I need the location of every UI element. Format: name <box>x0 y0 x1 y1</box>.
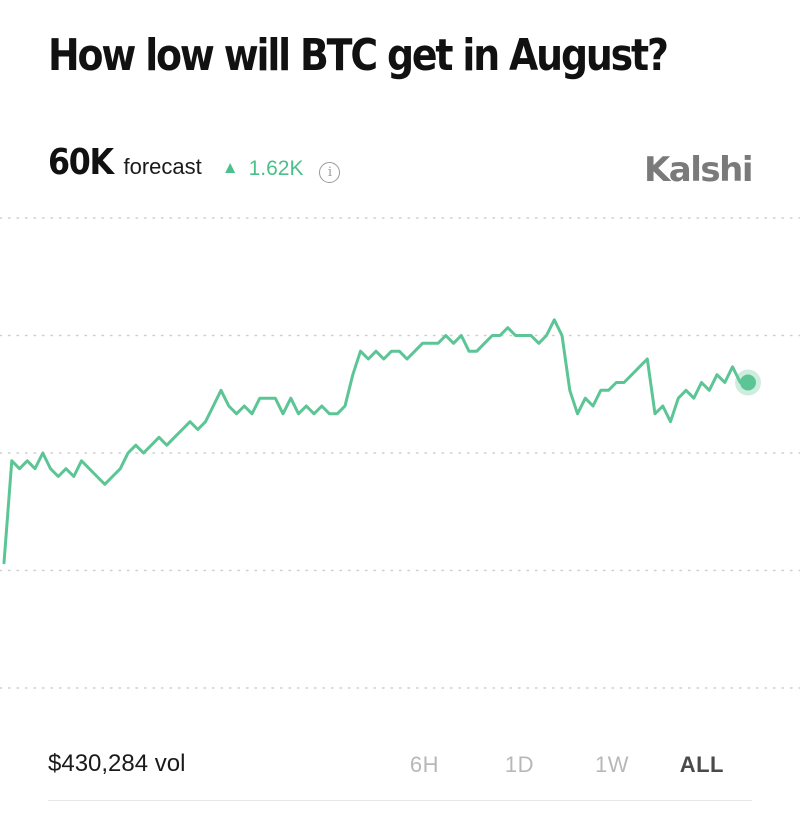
range-tab-all[interactable]: ALL <box>679 752 724 777</box>
triangle-up-icon: ▲ <box>221 158 239 177</box>
chart-footer: $430,284 vol 6H 1D 1W ALL <box>48 748 752 784</box>
range-tabs: 6H 1D 1W ALL <box>344 752 724 778</box>
range-tab-1d[interactable]: 1D <box>504 752 534 777</box>
series-line <box>2 318 750 565</box>
page-title: How low will BTC get in August? <box>48 30 669 81</box>
brand-logo: Kalshi <box>643 150 754 190</box>
forecast-label: forecast <box>123 154 202 179</box>
change-value: 1.62K <box>248 157 304 180</box>
forecast-change: ▲ 1.62K <box>222 157 304 181</box>
info-icon[interactable]: i <box>319 162 341 183</box>
bottom-divider <box>48 800 752 801</box>
range-tab-1w[interactable]: 1W <box>595 752 629 777</box>
price-chart <box>0 217 800 689</box>
chart-series <box>2 318 761 565</box>
latest-point[interactable] <box>740 374 756 391</box>
chart-gridlines <box>0 217 800 689</box>
volume-label: $430,284 vol <box>48 750 186 777</box>
range-tab-6h[interactable]: 6H <box>409 752 439 777</box>
forecast-summary: 60K forecast ▲ 1.62K i <box>48 142 341 183</box>
forecast-value: 60K <box>48 142 114 183</box>
